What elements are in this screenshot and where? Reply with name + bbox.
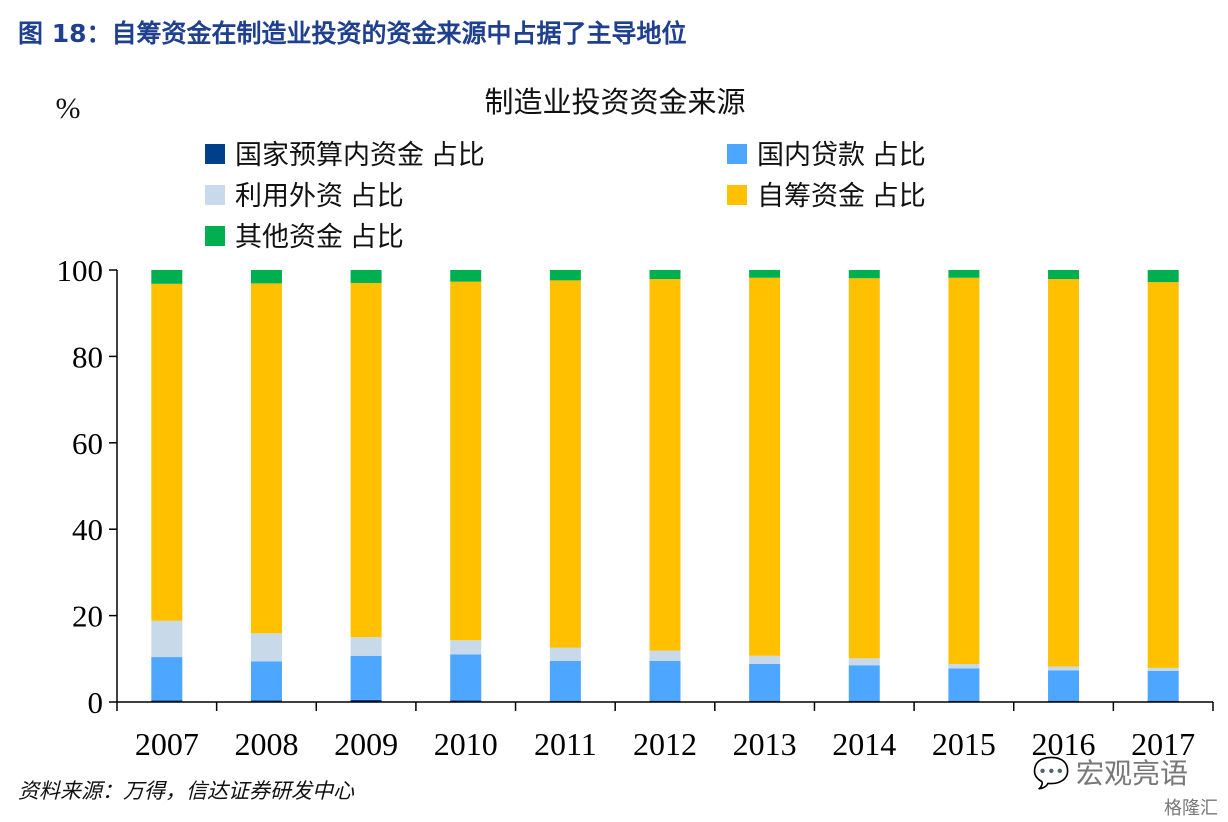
legend-swatch-0 xyxy=(205,144,225,164)
bar-segment-2013-series-3 xyxy=(749,277,781,656)
bar-segment-2009-series-3 xyxy=(350,282,382,638)
bar-segment-2009-series-0 xyxy=(350,699,382,702)
y-tick-label-20: 20 xyxy=(72,599,103,634)
bar-segment-2016-series-4 xyxy=(1048,270,1080,280)
x-tick-label-2014: 2014 xyxy=(832,726,896,762)
x-tick-label-2008: 2008 xyxy=(234,726,298,762)
bar-segment-2014-series-4 xyxy=(848,270,880,279)
legend-label-2: 利用外资 占比 xyxy=(235,181,404,211)
legend-swatch-1 xyxy=(727,144,747,164)
watermark: 💬 宏观亮语 xyxy=(1033,752,1188,792)
x-tick-label-2015: 2015 xyxy=(932,726,996,762)
x-tick-label-2016: 2016 xyxy=(1032,726,1096,762)
bar-segment-2008-series-3 xyxy=(250,283,282,634)
bar-segment-2012-series-4 xyxy=(649,270,681,280)
bar-segment-2008-series-4 xyxy=(250,270,282,284)
x-tick-label-2007: 2007 xyxy=(135,726,199,762)
bar-segment-2013-series-4 xyxy=(749,270,781,278)
bar-segment-2017-series-2 xyxy=(1147,667,1179,671)
chart-title: 制造业投资资金来源 xyxy=(484,85,745,119)
bar-segment-2016-series-1 xyxy=(1048,670,1080,701)
bars-group xyxy=(151,270,1179,702)
y-tick-label-40: 40 xyxy=(72,512,103,547)
watermark-secondary: 格隆汇 xyxy=(1164,798,1218,819)
legend-label-0: 国家预算内资金 占比 xyxy=(235,140,485,170)
bar-segment-2008-series-1 xyxy=(250,661,282,701)
bar-segment-2016-series-3 xyxy=(1048,279,1080,667)
y-tick-label-60: 60 xyxy=(72,426,103,461)
legend-swatch-3 xyxy=(727,185,747,205)
x-tick-label-2013: 2013 xyxy=(733,726,797,762)
bar-segment-2011-series-2 xyxy=(549,647,581,661)
y-tick-label-80: 80 xyxy=(72,339,103,374)
bar-segment-2012-series-2 xyxy=(649,650,681,661)
bar-segment-2017-series-4 xyxy=(1147,270,1179,283)
bar-segment-2011-series-3 xyxy=(549,280,581,648)
legend-label-1: 国内贷款 占比 xyxy=(757,140,926,170)
y-tick-label-100: 100 xyxy=(57,253,104,288)
y-tick-label-0: 0 xyxy=(88,685,104,720)
source-note: 资料来源：万得，信达证券研发中心 xyxy=(18,779,354,803)
bar-segment-2016-series-2 xyxy=(1048,666,1080,671)
legend-swatch-2 xyxy=(205,185,225,205)
x-tick-label-2012: 2012 xyxy=(633,726,697,762)
x-tick-label-2011: 2011 xyxy=(534,726,597,762)
bar-segment-2007-series-2 xyxy=(151,620,183,658)
bar-segment-2015-series-3 xyxy=(948,277,980,664)
y-axis-unit-label: % xyxy=(56,92,81,125)
bar-segment-2007-series-4 xyxy=(151,270,183,284)
bar-segment-2014-series-3 xyxy=(848,278,880,659)
bar-segment-2007-series-0 xyxy=(151,700,183,702)
legend-label-4: 其他资金 占比 xyxy=(235,222,404,252)
bar-segment-2015-series-1 xyxy=(948,668,980,701)
bar-segment-2007-series-3 xyxy=(151,283,183,621)
bar-segment-2014-series-1 xyxy=(848,665,880,701)
bar-segment-2009-series-4 xyxy=(350,270,382,283)
axes-group: 0 20 40 60 80 100 2007 2008 2009 2010 2011 2012 2013… xyxy=(57,253,1214,762)
x-tick-label-2009: 2009 xyxy=(334,726,398,762)
bar-segment-2011-series-1 xyxy=(549,660,581,701)
bar-segment-2014-series-2 xyxy=(848,658,880,666)
bar-segment-2008-series-0 xyxy=(250,700,282,702)
bar-segment-2010-series-2 xyxy=(450,640,482,655)
bar-segment-2009-series-2 xyxy=(350,637,382,656)
x-tick-label-2017: 2017 xyxy=(1131,726,1195,762)
watermark-text: 宏观亮语 xyxy=(1075,757,1188,790)
bar-segment-2013-series-2 xyxy=(749,655,781,664)
bar-segment-2017-series-1 xyxy=(1147,670,1179,701)
bar-segment-2010-series-0 xyxy=(450,700,482,702)
bar-segment-2007-series-1 xyxy=(151,657,183,701)
legend-label-3: 自筹资金 占比 xyxy=(757,181,926,211)
bar-segment-2010-series-1 xyxy=(450,654,482,701)
bar-segment-2008-series-2 xyxy=(250,633,282,662)
bar-segment-2012-series-3 xyxy=(649,279,681,651)
bar-segment-2009-series-1 xyxy=(350,655,382,700)
bar-segment-2012-series-1 xyxy=(649,660,681,701)
bar-segment-2015-series-4 xyxy=(948,270,980,278)
figure-title: 图 18：自筹资金在制造业投资的资金来源中占据了主导地位 xyxy=(18,19,687,48)
legend-swatch-4 xyxy=(205,226,225,246)
bar-segment-2010-series-4 xyxy=(450,270,482,282)
bar-segment-2013-series-1 xyxy=(749,663,781,701)
bar-segment-2017-series-3 xyxy=(1147,282,1179,668)
bar-segment-2011-series-4 xyxy=(549,270,581,281)
bar-segment-2010-series-3 xyxy=(450,281,482,641)
wechat-icon: 💬 xyxy=(1032,756,1070,791)
bar-segment-2015-series-2 xyxy=(948,663,980,669)
x-tick-label-2010: 2010 xyxy=(434,726,498,762)
